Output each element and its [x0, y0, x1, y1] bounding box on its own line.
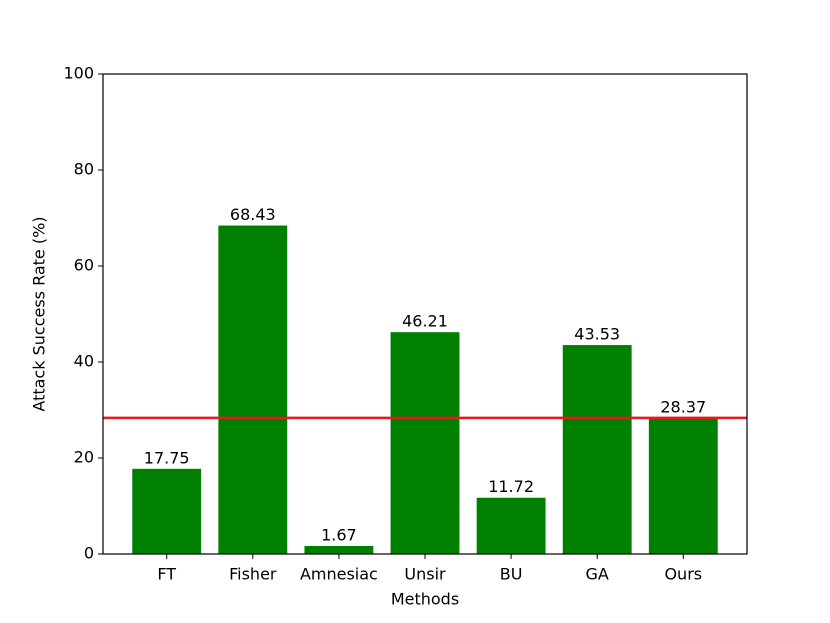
value-label: 46.21 [402, 312, 448, 331]
value-label: 17.75 [144, 448, 190, 467]
y-tick-label: 80 [74, 160, 94, 179]
bar [562, 345, 632, 554]
value-label: 43.53 [574, 325, 620, 344]
bar [304, 545, 374, 554]
bar [390, 332, 460, 554]
x-tick-label: Amnesiac [300, 565, 378, 584]
bar [476, 497, 546, 554]
x-tick-label: BU [500, 565, 523, 584]
bar [132, 468, 202, 554]
x-tick-label: Unsir [404, 565, 446, 584]
bar [218, 225, 288, 554]
bar [648, 417, 718, 554]
value-label: 1.67 [321, 525, 357, 544]
x-axis-label: Methods [391, 590, 459, 609]
y-tick-label: 100 [63, 64, 94, 83]
plot-frame [102, 73, 748, 555]
value-label: 11.72 [488, 477, 534, 496]
value-label: 68.43 [230, 205, 276, 224]
value-label: 28.37 [660, 397, 706, 416]
y-axis-label: Attack Success Rate (%) [30, 216, 49, 411]
x-tick-label: GA [586, 565, 609, 584]
x-tick-label: Ours [664, 565, 702, 584]
y-tick-label: 40 [74, 352, 94, 371]
y-tick-label: 60 [74, 256, 94, 275]
x-tick-label: FT [157, 565, 176, 584]
y-tick-label: 0 [84, 544, 94, 563]
x-tick-label: Fisher [229, 565, 277, 584]
y-tick-label: 20 [74, 448, 94, 467]
